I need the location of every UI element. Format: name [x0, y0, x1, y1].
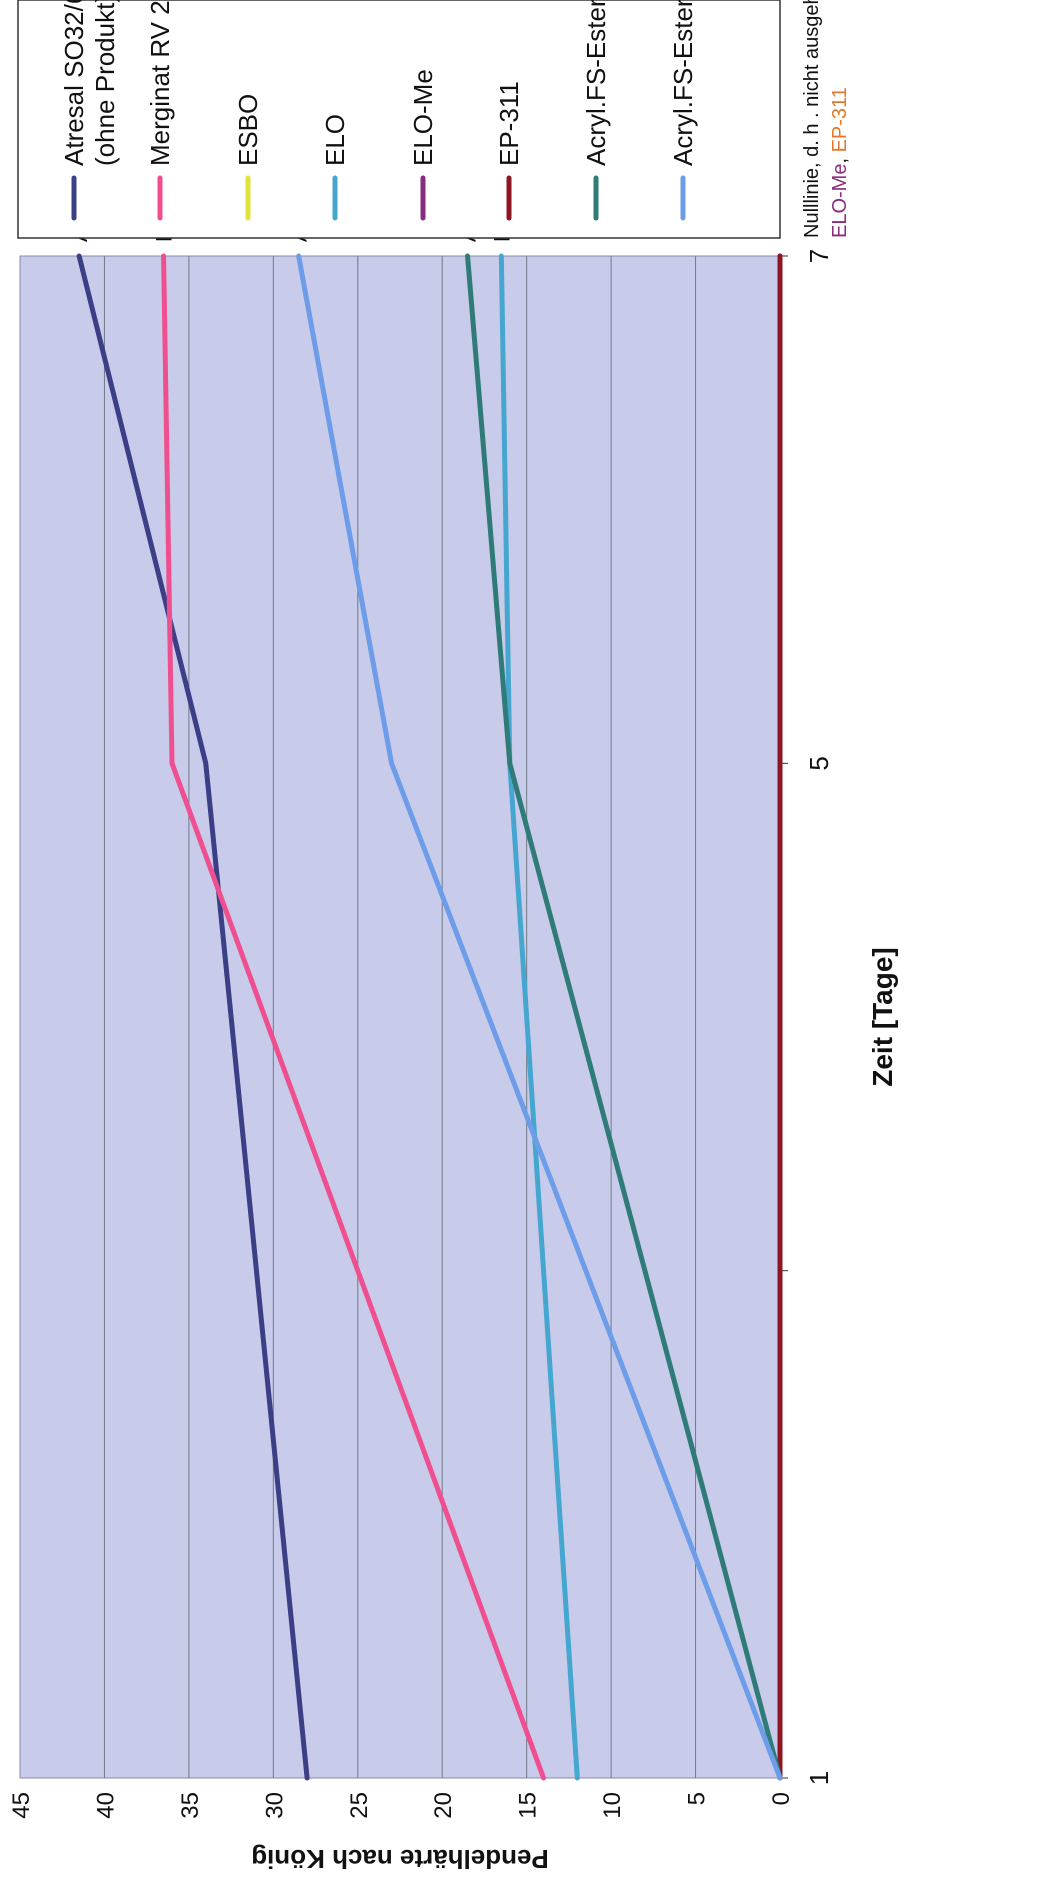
y-tick-label: 35 — [177, 1792, 204, 1819]
series-line — [76, 253, 310, 1781]
y-tick-labels: 0 5 10 15 20 25 30 35 40 45 — [8, 1792, 795, 1819]
legend-label: EP-311 — [494, 81, 524, 166]
legend-label: Merginat RV 210 — [145, 0, 175, 166]
note-name-ep-311: EP-311 — [829, 87, 851, 152]
series-line — [161, 253, 547, 1781]
y-tick-label: 45 — [8, 1792, 35, 1819]
note-line-1: Nulllinie, d. h . nicht ausgehärtet sind… — [801, 0, 823, 238]
note-separator: , — [829, 152, 851, 163]
y-tick-label: 20 — [430, 1792, 457, 1819]
y-axis-label: Pendelhärte nach König — [251, 1844, 549, 1874]
legend-label: ELO — [320, 114, 350, 166]
legend-label: Acryl.FS-Ester 1 — [581, 0, 611, 166]
y-tick-label: 30 — [261, 1792, 288, 1819]
note-line-2: ELO-Me, EP-311 — [829, 87, 851, 238]
legend: Atresal SO32/60X (ohne Produkt) Merginat R… — [17, 0, 781, 239]
x-tick-label: 1 — [804, 1771, 834, 1785]
y-tick-label: 25 — [346, 1792, 373, 1819]
y-tick-label: 0 — [768, 1792, 795, 1805]
zero-line-note: Nulllinie, d. h . nicht ausgehärtet sind… — [801, 0, 851, 238]
x-axis-label: Zeit [Tage] — [867, 947, 898, 1086]
x-tick-label: 5 — [804, 756, 834, 770]
note-name-elo-me: ELO-Me — [829, 164, 851, 238]
y-tick-label: 5 — [684, 1792, 711, 1805]
y-tick-label: 10 — [599, 1792, 626, 1819]
legend-label: Acryl.FS-Ester 2 — [668, 0, 698, 166]
legend-label-line2: (ohne Produkt) — [90, 0, 120, 166]
series-line — [296, 253, 783, 1781]
series-lines — [76, 253, 783, 1781]
legend-label: Atresal SO32/60X — [59, 0, 89, 166]
series-line — [465, 253, 783, 1781]
y-tick-label: 40 — [92, 1792, 119, 1819]
x-tick-label: 7 — [804, 249, 834, 263]
legend-label: ELO-Me — [408, 69, 438, 166]
y-tick-label: 15 — [515, 1792, 542, 1819]
x-tick-labels: 1 5 7 — [804, 249, 834, 1785]
legend-label: ESBO — [233, 94, 263, 166]
legend-box — [17, 0, 781, 239]
